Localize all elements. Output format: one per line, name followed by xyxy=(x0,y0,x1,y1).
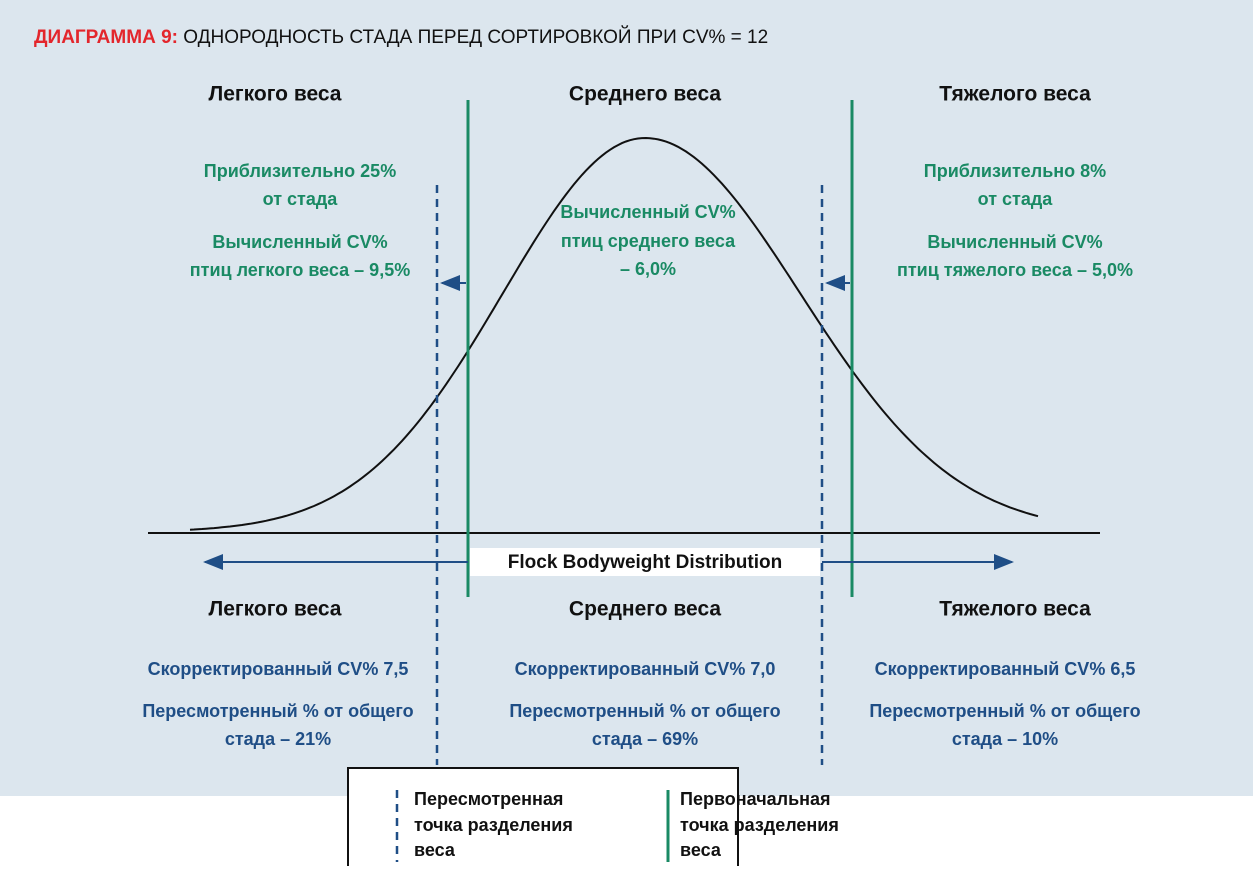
legend xyxy=(347,767,739,871)
title: ДИАГРАММА 9: ОДНОРОДНОСТЬ СТАДА ПЕРЕД СО… xyxy=(34,26,768,48)
bottom-note: Пересмотренный % от общего xyxy=(509,701,780,721)
top-note: Вычисленный CV% xyxy=(212,232,387,252)
top-note: от стада xyxy=(263,189,339,209)
legend-text: Первоначальная xyxy=(680,789,831,809)
bottom-heading: Легкого веса xyxy=(208,598,341,621)
legend-text: точка разделения xyxy=(680,815,839,835)
bottom-heading: Тяжелого веса xyxy=(939,598,1091,621)
top-note: птиц тяжелого веса – 5,0% xyxy=(897,260,1133,280)
legend-text: веса xyxy=(414,840,456,860)
top-note: Приблизительно 8% xyxy=(924,161,1106,181)
bottom-note: Скорректированный CV% 6,5 xyxy=(875,659,1136,679)
background xyxy=(0,0,1253,796)
bottom-note: стада – 10% xyxy=(952,729,1058,749)
top-note: от стада xyxy=(978,189,1054,209)
axis-label: Flock Bodyweight Distribution xyxy=(508,552,782,573)
top-heading: Тяжелого веса xyxy=(939,83,1091,106)
axis-label-bg xyxy=(470,548,820,576)
bottom-heading: Среднего веса xyxy=(569,598,721,621)
top-note: Приблизительно 25% xyxy=(204,161,396,181)
legend-text: веса xyxy=(680,840,722,860)
bell-curve xyxy=(189,136,1039,531)
bottom-note: стада – 21% xyxy=(225,729,331,749)
bottom-note: Пересмотренный % от общего xyxy=(142,701,413,721)
bottom-note: стада – 69% xyxy=(592,729,698,749)
legend-text: точка разделения xyxy=(414,815,573,835)
bottom-note: Скорректированный CV% 7,0 xyxy=(515,659,776,679)
top-note: Вычисленный CV% xyxy=(927,232,1102,252)
bottom-note: Пересмотренный % от общего xyxy=(869,701,1140,721)
legend-text: Пересмотренная xyxy=(414,789,563,809)
title-text: ОДНОРОДНОСТЬ СТАДА ПЕРЕД СОРТИРОВКОЙ ПРИ… xyxy=(178,26,768,48)
top-heading: Легкого веса xyxy=(208,83,341,106)
top-note: птиц легкого веса – 9,5% xyxy=(190,260,410,280)
top-heading: Среднего веса xyxy=(569,83,721,106)
top-note: – 6,0% xyxy=(620,259,676,279)
top-note: птиц среднего веса xyxy=(561,231,736,251)
bottom-note: Скорректированный CV% 7,5 xyxy=(148,659,409,679)
top-note: Вычисленный CV% xyxy=(560,202,735,222)
title-label: ДИАГРАММА 9: xyxy=(34,27,178,48)
